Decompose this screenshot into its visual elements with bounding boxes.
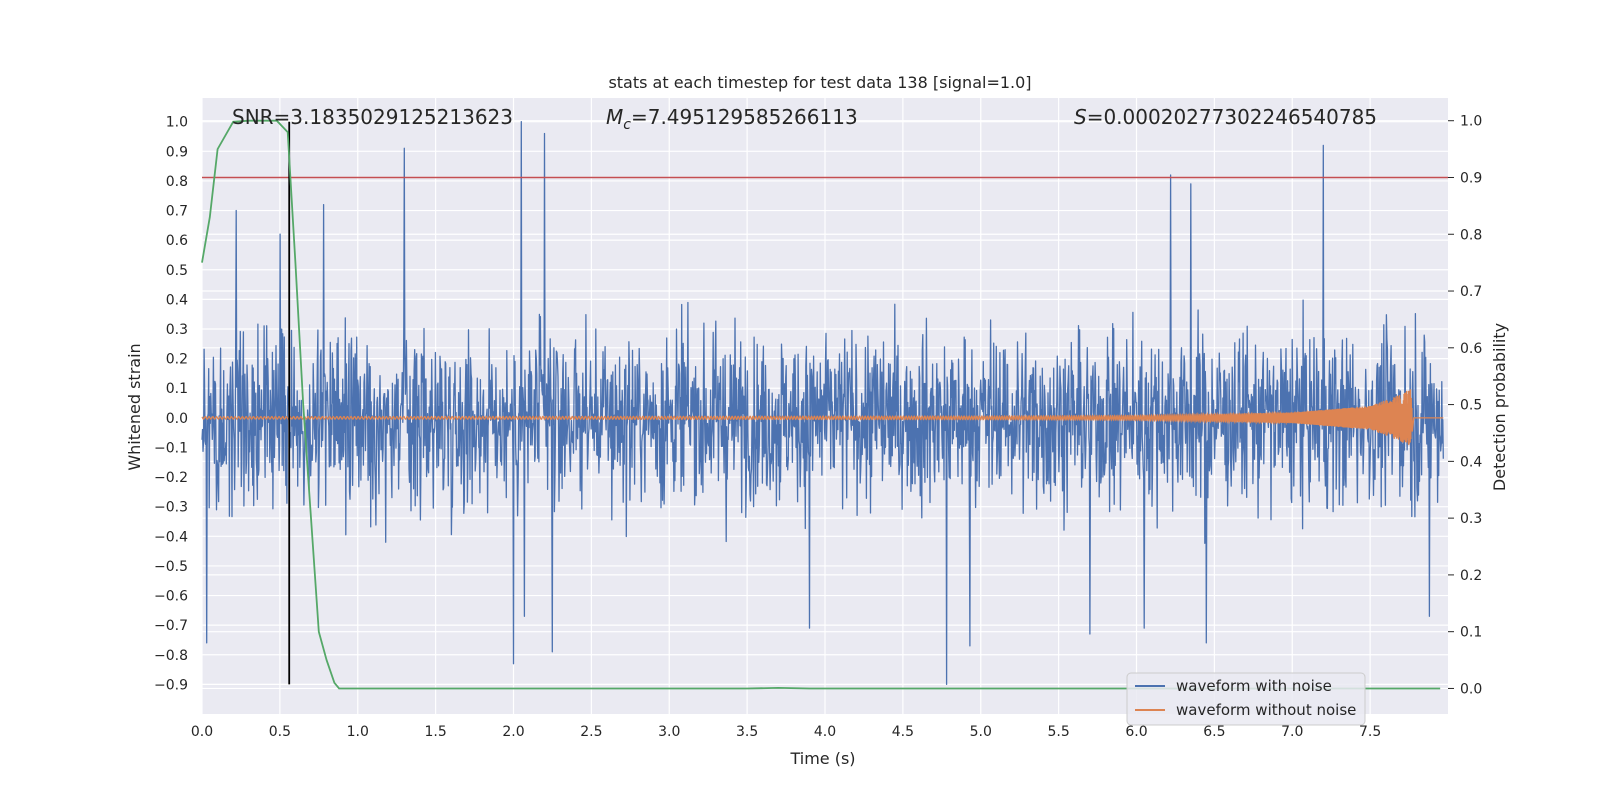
x-tick-label: 2.5	[580, 724, 602, 740]
y2-tick-label: 0.9	[1460, 170, 1482, 186]
y-tick-label: 0.6	[166, 233, 188, 249]
mc-subscript: c	[623, 117, 631, 133]
y2-tick-label: 1.0	[1460, 114, 1482, 130]
x-tick-label: 7.5	[1359, 724, 1381, 740]
y2-tick-label: 0.7	[1460, 284, 1482, 300]
x-tick-label: 4.0	[814, 724, 836, 740]
x-tick-label: 2.0	[502, 724, 524, 740]
legend-label-clean: waveform without noise	[1176, 701, 1356, 719]
series-waveform-with-noise	[201, 121, 1444, 686]
x-tick-label: 5.0	[970, 724, 992, 740]
y-tick-label: −0.9	[154, 677, 188, 693]
x-tick-label: 6.5	[1203, 724, 1225, 740]
s-symbol: S	[1074, 105, 1087, 129]
y2-tick-label: 0.3	[1460, 511, 1482, 527]
overlay-layer	[201, 119, 1448, 690]
x-tick-label: 3.5	[736, 724, 758, 740]
mc-annotation: Mc=7.495129585266113	[606, 105, 858, 133]
legend-box	[1126, 672, 1366, 726]
x-tick-label: 1.5	[424, 724, 446, 740]
y2-tick-label: 0.8	[1460, 227, 1482, 243]
y-tick-label: −0.7	[154, 618, 188, 634]
legend-label-noise: waveform with noise	[1176, 677, 1332, 695]
x-tick-label: 3.0	[658, 724, 680, 740]
clean-series-layer	[201, 389, 1444, 446]
series-detection-probability	[201, 119, 1441, 690]
y-tick-label: −0.1	[154, 440, 188, 456]
y-tick-label: −0.5	[154, 559, 188, 575]
s-annotation: S=0.00020277302246540785	[1074, 105, 1377, 129]
y2-tick-label: 0.4	[1460, 454, 1482, 470]
y-tick-label: 0.5	[166, 263, 188, 279]
y-tick-label: −0.6	[154, 589, 188, 605]
legend: waveform with noise waveform without noi…	[1126, 672, 1366, 726]
y2-tick-label: 0.1	[1460, 625, 1482, 641]
y-tick-label: 0.9	[166, 144, 188, 160]
y-tick-label: 0.2	[166, 352, 188, 368]
x-tick-label: 0.0	[191, 724, 213, 740]
y-tick-label: 0.7	[166, 204, 188, 220]
y-tick-label: −0.2	[154, 470, 188, 486]
y2-tick-label: 0.0	[1460, 681, 1482, 697]
y2-axis-label: Detection probability	[1490, 323, 1509, 491]
y2-tick-label: 0.2	[1460, 568, 1482, 584]
y-tick-label: 1.0	[166, 115, 188, 131]
ticks: 0.0 0.5 1.0 1.5 2.0 2.5 3.0 3.5 4.0 4.5 5.0 5.5 6.0 6…	[154, 114, 1482, 740]
y-tick-label: 0.0	[166, 411, 188, 427]
x-tick-label: 4.5	[892, 724, 914, 740]
x-axis-label: Time (s)	[789, 749, 855, 768]
x-tick-label: 6.0	[1125, 724, 1147, 740]
chart-title: stats at each timestep for test data 138…	[608, 73, 1031, 92]
x-tick-label: 0.5	[269, 724, 291, 740]
y-tick-label: −0.3	[154, 500, 188, 516]
noise-series-layer	[201, 121, 1444, 686]
y-tick-label: 0.8	[166, 174, 188, 190]
y-tick-label: −0.8	[154, 648, 188, 664]
series-waveform-without-noise	[201, 389, 1444, 446]
y-tick-label: 0.4	[166, 292, 188, 308]
s-value: =0.00020277302246540785	[1087, 105, 1377, 129]
mc-symbol: M	[606, 105, 623, 129]
y-tick-label: 0.3	[166, 322, 188, 338]
y2-tick-label: 0.6	[1460, 341, 1482, 357]
x-tick-label: 1.0	[347, 724, 369, 740]
snr-annotation: SNR=3.1835029125213623	[232, 105, 513, 129]
mc-value: =7.495129585266113	[631, 105, 858, 129]
x-tick-label: 7.0	[1281, 724, 1303, 740]
y-tick-label: −0.4	[154, 529, 188, 545]
y-tick-label: 0.1	[166, 381, 188, 397]
y2-tick-label: 0.5	[1460, 398, 1482, 414]
y-axis-label: Whitened strain	[125, 343, 144, 470]
x-tick-label: 5.5	[1047, 724, 1069, 740]
